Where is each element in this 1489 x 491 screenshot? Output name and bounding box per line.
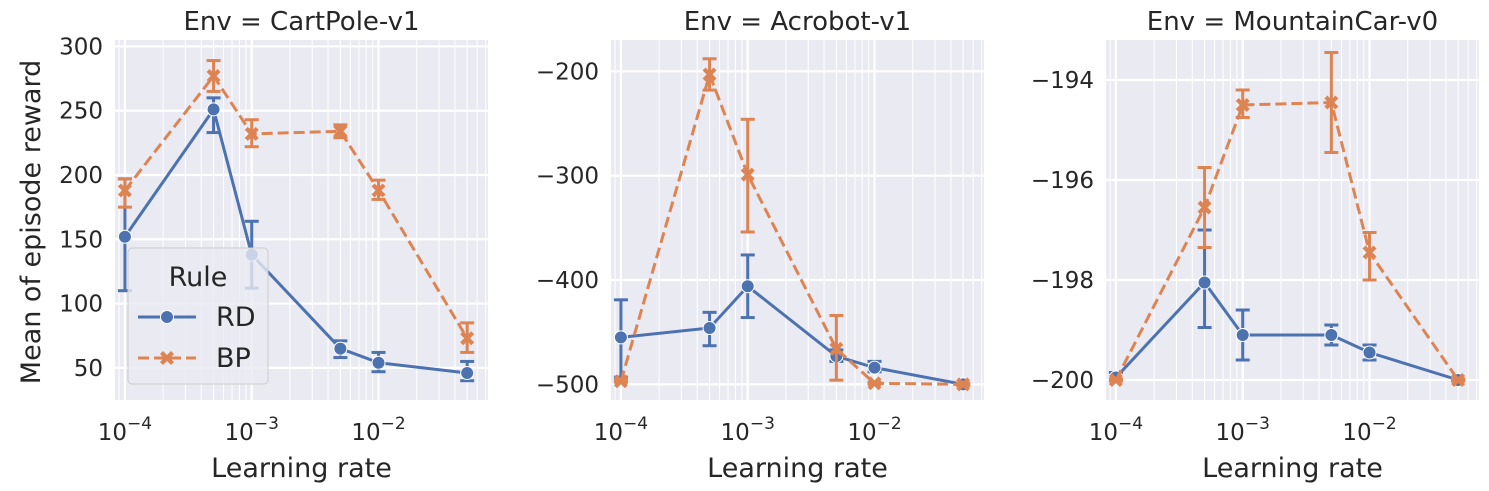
error-bar — [1362, 231, 1377, 282]
legend-label: RD — [216, 302, 256, 333]
y-tick-label: −300 — [536, 164, 599, 190]
grid — [1106, 40, 1479, 400]
panel-title: Env = CartPole-v1 — [183, 7, 419, 37]
data-point — [702, 321, 717, 335]
data-point — [1197, 275, 1212, 290]
series-bp — [117, 59, 475, 354]
grid — [611, 40, 984, 400]
series-line — [1114, 100, 1460, 381]
legend: Rule RD BP — [127, 247, 269, 385]
data-point — [613, 330, 628, 345]
y-tick-label: −196 — [1031, 168, 1094, 194]
panel-title: Env = MountainCar-v0 — [1147, 7, 1438, 37]
data-point — [117, 229, 132, 244]
x-tick-label: 10−4 — [594, 414, 648, 446]
y-tick-label: 200 — [59, 163, 103, 189]
x-tick-label: 10−3 — [225, 414, 279, 446]
data-point — [956, 377, 971, 392]
data-point — [206, 102, 221, 117]
panel-acrobot: −500 −400 −300 −200 10−4 10−3 10−2 Env = Acrobo… — [536, 7, 984, 484]
series-line — [619, 69, 964, 386]
data-point — [1451, 373, 1466, 387]
y-tick-label: −400 — [536, 268, 599, 294]
data-point — [206, 69, 221, 83]
y-tick-label: 250 — [59, 99, 103, 125]
panel-title: Env = Acrobot-v1 — [684, 7, 911, 37]
series-line — [123, 105, 468, 375]
data-point — [333, 124, 348, 139]
legend-title: Rule — [169, 262, 228, 293]
x-tick-label: 10−4 — [98, 414, 152, 446]
x-axis-label: Learning rate — [707, 453, 888, 484]
data-point — [333, 341, 348, 356]
y-tick-label: −500 — [536, 372, 599, 398]
data-point — [1108, 373, 1123, 387]
legend-entry: RD — [138, 302, 256, 333]
x-tick-label: 10−3 — [1216, 414, 1270, 446]
data-point — [244, 126, 259, 141]
data-point — [1324, 328, 1339, 342]
y-tick-label: 50 — [74, 356, 103, 382]
series-line — [620, 284, 964, 386]
x-tick-label: 10−4 — [1089, 414, 1143, 446]
series-bp — [1108, 51, 1466, 387]
data-point — [1362, 345, 1377, 360]
data-point — [740, 279, 755, 294]
x-tick-label: 10−3 — [721, 414, 775, 446]
series-bp — [613, 57, 971, 392]
data-point — [740, 167, 755, 182]
data-point — [117, 183, 132, 198]
x-marker-icon — [160, 351, 174, 365]
panel-cartpole: 50 100 150 200 250 300 10−4 10−3 10−2 Env = CartP… — [59, 7, 488, 484]
series-line — [1114, 280, 1459, 382]
data-point — [1324, 95, 1339, 110]
y-tick-label: 100 — [59, 292, 103, 318]
series-line — [123, 73, 469, 340]
data-point — [1235, 98, 1250, 112]
legend-entry: BP — [138, 343, 251, 374]
x-axis-label: Learning rate — [1202, 453, 1383, 484]
data-point — [613, 374, 628, 389]
y-tick-label: 150 — [59, 227, 103, 253]
data-point — [702, 67, 717, 82]
data-point — [1235, 328, 1250, 342]
circle-icon — [160, 310, 174, 324]
plot-area — [611, 40, 984, 400]
data-point — [867, 376, 882, 391]
legend-box — [127, 247, 269, 385]
data-point — [1362, 245, 1377, 260]
x-tick-label: 10−2 — [847, 414, 901, 446]
y-axis-label: Mean of episode reward — [16, 60, 47, 384]
data-point — [460, 331, 475, 346]
data-point — [829, 341, 844, 356]
y-tick-label: −198 — [1031, 268, 1094, 294]
x-axis-label: Learning rate — [211, 453, 392, 484]
y-tick-label: 300 — [59, 34, 103, 60]
data-point — [371, 355, 386, 370]
x-tick-label: 10−2 — [351, 414, 405, 446]
panel-mountaincar: −200 −198 −196 −194 10−4 10−3 10−2 Env = Mounta… — [1031, 7, 1479, 484]
x-tick-label: 10−2 — [1342, 414, 1396, 446]
y-tick-label: −194 — [1031, 68, 1094, 94]
data-point — [867, 360, 882, 375]
y-tick-label: −200 — [1031, 368, 1094, 394]
data-point — [1197, 200, 1212, 215]
legend-label: BP — [216, 343, 251, 374]
data-point — [460, 366, 475, 380]
data-point — [371, 183, 386, 198]
plot-area — [1106, 40, 1479, 400]
y-tick-label: −200 — [536, 59, 599, 85]
